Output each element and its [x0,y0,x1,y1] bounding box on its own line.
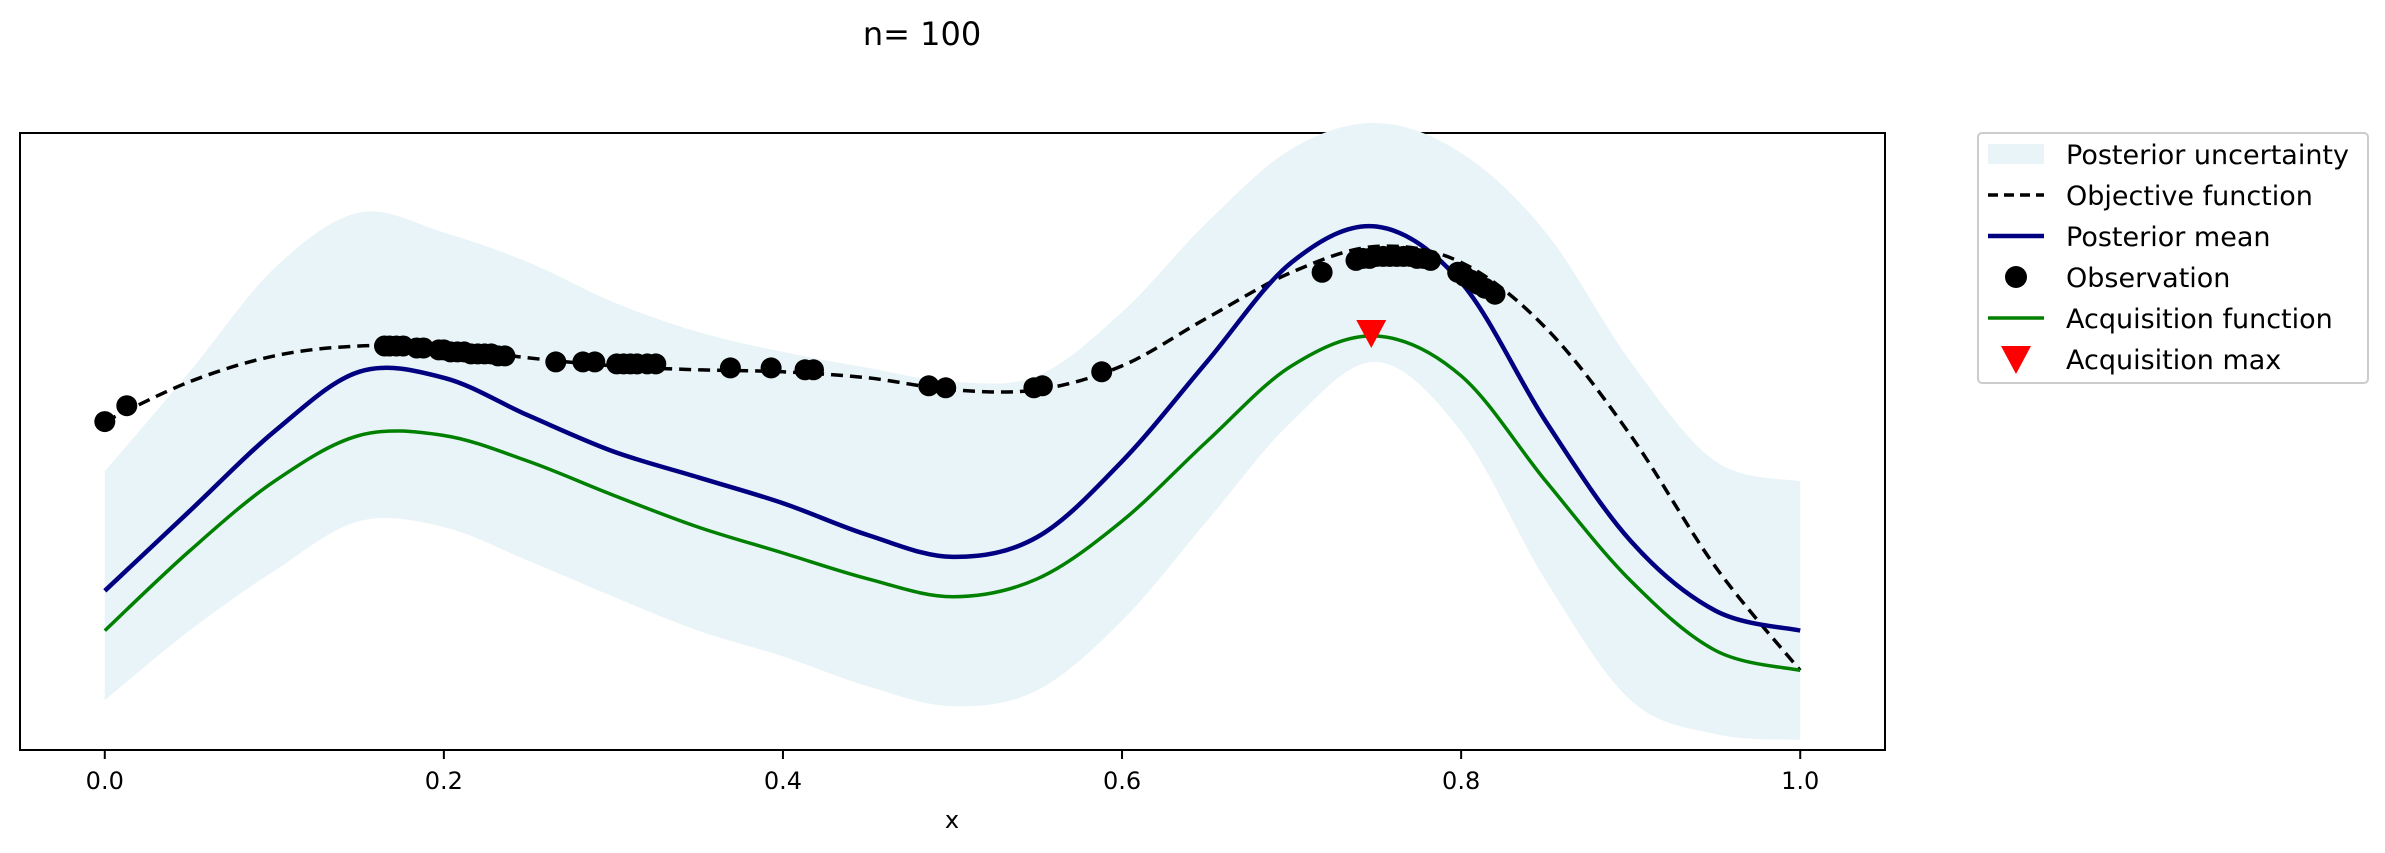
legend-box [1977,132,2369,384]
x-tick-label: 0.6 [1103,767,1141,795]
observation-point [1031,375,1053,397]
legend-label-observation: Observation [2066,263,2230,294]
observation-point [1484,283,1506,305]
acquisition-max-marker [1356,320,1387,349]
chart-title: n= 100 [863,15,981,53]
observation-point [1311,261,1333,283]
x-tick-label: 0.4 [764,767,802,795]
observation-point [494,345,516,367]
x-axis: 0.0 0.2 0.4 0.6 0.8 1.0 [86,750,1819,795]
observation-point [116,395,138,417]
observation-point [94,411,116,433]
observation-points [94,245,1506,433]
posterior-mean-line [103,223,1801,633]
observation-point [935,377,957,399]
legend-swatch-observation [2005,266,2027,288]
legend-swatch-uncertainty [1988,144,2044,164]
x-tick-label: 0.0 [86,767,124,795]
legend-swatch-acq-max [2001,346,2031,374]
legend-label-objective: Objective function [2066,181,2313,212]
observation-point [545,351,567,373]
observation-point [584,351,606,373]
x-tick-label: 1.0 [1781,767,1819,795]
posterior-uncertainty-band [104,122,1801,740]
observation-point [1420,249,1442,271]
plot-frame [19,132,1886,751]
legend-label-mean: Posterior mean [2066,222,2270,253]
observation-point [803,359,824,381]
observation-point [760,357,782,379]
legend: Posterior uncertainty Objective function… [1977,132,2369,384]
legend-label-acq-max: Acquisition max [2066,345,2281,376]
observation-point [1091,361,1113,383]
observation-point [413,337,434,359]
observation-point [918,375,940,397]
observation-point [645,353,667,375]
x-tick-label: 0.2 [425,767,463,795]
legend-label-acquisition: Acquisition function [2066,304,2333,335]
plot-area [19,122,1886,751]
observation-point [719,357,741,379]
legend-label-uncertainty: Posterior uncertainty [2066,140,2349,171]
x-axis-label: x [945,806,959,834]
acquisition-function-line [103,334,1801,673]
x-tick-label: 0.8 [1442,767,1480,795]
